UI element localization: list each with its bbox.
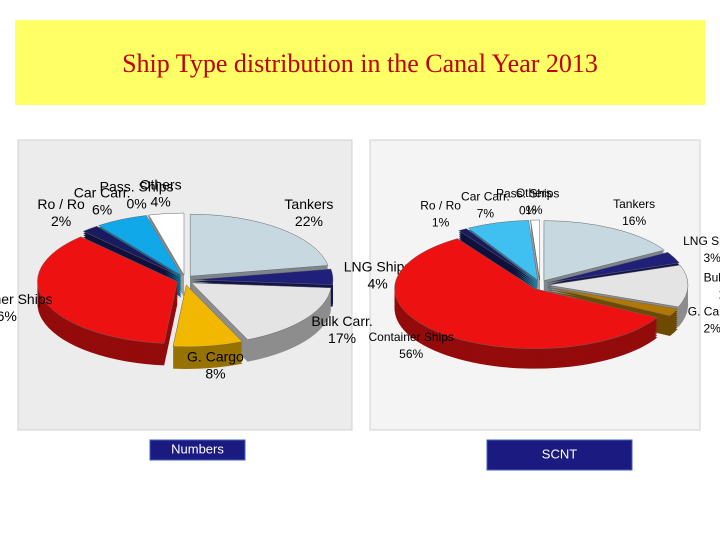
slice bbox=[37, 236, 178, 344]
slice-value-label: 0% bbox=[519, 203, 537, 217]
slice bbox=[189, 213, 329, 277]
slice-label: Pass. Ships bbox=[100, 179, 174, 195]
slice-label: Car Carr. bbox=[74, 184, 131, 200]
slice bbox=[547, 252, 680, 284]
slice-side bbox=[547, 291, 678, 320]
slice bbox=[394, 238, 658, 349]
slice-side bbox=[458, 234, 536, 287]
slice-label: Ro / Ro bbox=[420, 198, 461, 212]
slice-side bbox=[547, 289, 678, 318]
slice-label: G. Cargo bbox=[688, 304, 720, 318]
chart-caption: Numbers bbox=[171, 441, 224, 456]
slice-label: Ro / Ro bbox=[37, 196, 85, 212]
slice-label: Tankers bbox=[284, 196, 333, 212]
slice bbox=[530, 219, 540, 281]
slice-value-label: 3% bbox=[703, 251, 720, 265]
slice-value-label: 11% bbox=[718, 288, 720, 302]
slice-label: Pass. Ships bbox=[496, 186, 559, 200]
slice-value-label: 16% bbox=[622, 214, 646, 228]
chart-caption: SCNT bbox=[542, 446, 577, 461]
slice-label: G. Cargo bbox=[187, 348, 244, 364]
slice-value-label: 8% bbox=[205, 365, 225, 381]
slice-label: Container Ships bbox=[369, 330, 454, 344]
slice bbox=[547, 264, 689, 308]
slice bbox=[97, 215, 182, 276]
caption-box bbox=[149, 439, 246, 461]
slice-value-label: 1% bbox=[525, 203, 543, 217]
caption-box bbox=[486, 439, 633, 471]
slice-value-label: 56% bbox=[399, 347, 423, 361]
slice bbox=[547, 286, 679, 317]
slice-label: Others bbox=[516, 186, 552, 200]
slice-value-label: 4% bbox=[150, 194, 170, 210]
slice-label: Car Carr. bbox=[461, 190, 510, 204]
slice-value-label: 2% bbox=[51, 213, 71, 229]
slice bbox=[172, 284, 243, 348]
slice-side bbox=[458, 232, 536, 285]
slice-value-label: 0% bbox=[126, 196, 146, 212]
slice-label: Tankers bbox=[613, 197, 655, 211]
slice-label: LNG Ships bbox=[344, 259, 412, 275]
slice bbox=[190, 282, 332, 340]
slice-value-label: 2% bbox=[703, 321, 720, 335]
slice-value-label: 22% bbox=[295, 213, 323, 229]
slice bbox=[458, 228, 536, 281]
slice-label: Bulk Carr. bbox=[704, 271, 720, 285]
slice bbox=[192, 268, 334, 285]
title-box bbox=[15, 20, 705, 105]
slice-value-label: 1% bbox=[432, 215, 450, 229]
slide-title: Ship Type distribution in the Canal Year… bbox=[122, 49, 598, 78]
slice-value-label: 6% bbox=[92, 201, 112, 217]
slice-label: LNG Ships bbox=[683, 234, 720, 248]
slice-side bbox=[458, 230, 536, 283]
slice-label: Container Ships bbox=[0, 291, 53, 307]
slice-side bbox=[458, 236, 536, 289]
slice-value-label: 36% bbox=[0, 308, 17, 324]
slice-value-label: 7% bbox=[477, 207, 495, 221]
slice bbox=[467, 220, 539, 281]
slice-label: Others bbox=[140, 177, 182, 193]
slice-value-label: 17% bbox=[328, 330, 356, 346]
slice bbox=[543, 220, 666, 281]
slice-label: Bulk Carr. bbox=[311, 313, 372, 329]
slice bbox=[82, 225, 180, 277]
slice bbox=[148, 212, 185, 276]
slice-value-label: 4% bbox=[367, 276, 387, 292]
